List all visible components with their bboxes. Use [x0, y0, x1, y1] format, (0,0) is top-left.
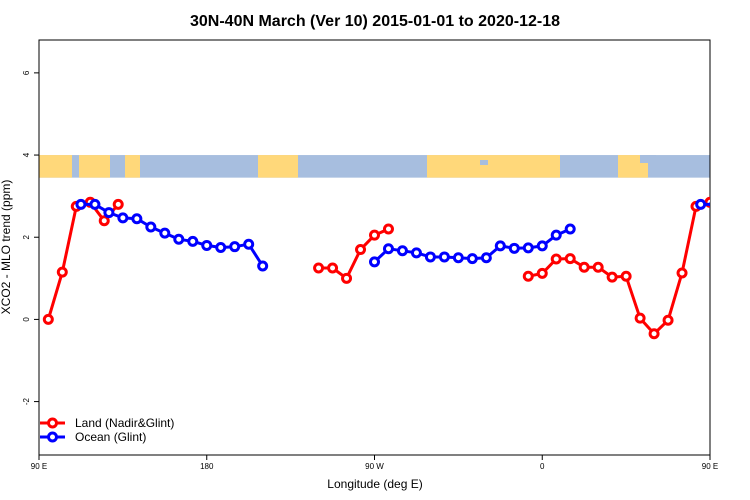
- legend-land-marker: [47, 417, 58, 429]
- x-tick-label: 90 E: [31, 462, 47, 471]
- data-point: [564, 253, 576, 265]
- data-point: [550, 253, 562, 265]
- y-tick-label: 6: [22, 70, 31, 75]
- y-axis-label: XCO2 - MLO trend (ppm): [0, 180, 13, 315]
- data-point: [243, 238, 255, 250]
- data-point: [424, 251, 436, 263]
- data-point: [75, 198, 87, 210]
- data-point: [117, 212, 129, 224]
- data-point: [201, 239, 213, 251]
- data-point: [131, 213, 143, 225]
- data-point: [709, 201, 710, 208]
- data-point: [396, 245, 408, 257]
- y-tick-label: 4: [22, 152, 31, 157]
- y-tick-label: 2: [22, 234, 31, 239]
- data-point: [369, 229, 380, 241]
- data-point: [695, 198, 707, 210]
- data-point: [739, 214, 747, 222]
- data-point: [564, 223, 576, 235]
- data-point: [578, 261, 590, 273]
- data-point: [98, 215, 110, 227]
- data-point: [725, 209, 733, 217]
- series-line: [527, 200, 710, 336]
- map-land-block: [79, 155, 110, 178]
- y-tick-label: -2: [22, 397, 31, 405]
- data-point: [215, 242, 227, 253]
- data-point: [229, 241, 241, 253]
- legend: Land (Nadir&Glint) Ocean (Glint): [40, 416, 174, 444]
- x-tick-label: 180: [200, 462, 214, 471]
- x-tick-label: 0: [540, 462, 545, 471]
- data-point: [734, 200, 742, 208]
- data-point: [103, 207, 115, 219]
- data-point: [508, 242, 520, 254]
- data-point: [522, 242, 534, 254]
- data-point: [187, 235, 199, 247]
- y-tick-label: 0: [22, 317, 31, 322]
- data-point: [173, 233, 185, 245]
- x-tick-label: 90 W: [365, 462, 384, 471]
- legend-land-label: Land (Nadir&Glint): [75, 416, 174, 430]
- data-point: [313, 262, 325, 274]
- data-point: [720, 217, 728, 225]
- map-water-patch: [640, 155, 656, 163]
- series-line: [700, 202, 710, 206]
- data-point: [466, 253, 478, 265]
- data-point: [494, 240, 506, 252]
- data-point: [522, 270, 534, 282]
- x-tick-label: 90 E: [702, 462, 718, 471]
- data-point: [438, 251, 450, 263]
- data-point: [42, 313, 54, 325]
- legend-ocean-label: Ocean (Glint): [75, 430, 146, 444]
- data-point: [355, 244, 367, 256]
- data-point: [257, 260, 269, 272]
- data-point: [382, 223, 394, 235]
- map-land-block: [427, 155, 560, 178]
- data-point: [550, 229, 562, 241]
- legend-ocean-marker: [47, 431, 58, 443]
- data-point: [341, 272, 353, 284]
- series-land: [42, 196, 742, 340]
- series-ocean: [75, 198, 747, 272]
- data-point: [56, 266, 68, 278]
- map-land-block: [258, 155, 298, 178]
- data-point: [620, 270, 632, 282]
- data-point: [536, 267, 548, 279]
- map-land-block: [39, 155, 72, 178]
- x-axis: 90 E 180 90 W 0 90 E: [31, 455, 718, 471]
- plot-frame: [38, 39, 711, 456]
- data-point: [648, 328, 660, 340]
- data-point: [112, 198, 124, 210]
- data-point: [676, 267, 688, 279]
- chart-title: 30N-40N March (Ver 10) 2015-01-01 to 202…: [190, 13, 560, 30]
- y-axis: -2 0 2 4 6: [22, 70, 39, 405]
- data-point: [410, 247, 422, 259]
- data-point: [145, 221, 157, 233]
- data-point: [662, 314, 674, 326]
- series-layer: [42, 196, 747, 340]
- data-point: [89, 198, 101, 210]
- data-point: [480, 252, 492, 264]
- data-point: [606, 271, 618, 283]
- map-strip: [39, 155, 710, 178]
- map-water-patch: [480, 160, 488, 165]
- data-point: [159, 227, 171, 239]
- map-land-block: [125, 155, 140, 178]
- data-point: [369, 256, 380, 268]
- data-point: [634, 312, 646, 324]
- data-point: [327, 262, 339, 274]
- data-point: [536, 240, 548, 252]
- map-land: [39, 155, 656, 178]
- data-point: [592, 261, 604, 273]
- data-point: [452, 252, 464, 264]
- x-axis-label: Longitude (deg E): [327, 477, 422, 491]
- map-water-patch: [560, 159, 570, 165]
- data-point: [382, 243, 394, 255]
